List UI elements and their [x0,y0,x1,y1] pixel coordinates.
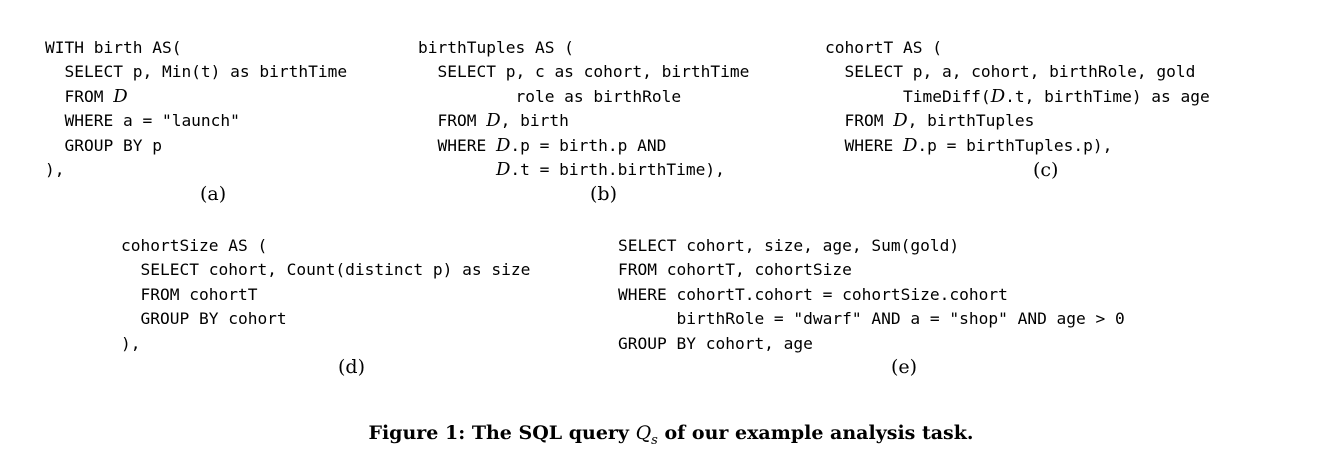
code-line: D.t = birth.birthTime), [418,158,749,182]
caption-prefix: Figure 1: The SQL query [368,422,636,444]
sql-panel-b: birthTuples AS ( SELECT p, c as cohort, … [418,36,749,182]
sql-panel-d: cohortSize AS ( SELECT cohort, Count(dis… [121,234,530,356]
query-symbol-subscript: s [651,432,658,448]
caption-suffix: of our example analysis task. [657,422,974,444]
code-text: .p = birth.p AND [510,135,667,155]
code-line: SELECT p, Min(t) as birthTime [45,62,348,82]
code-text: .p = birthTuples.p), [917,135,1113,155]
code-line: cohortSize AS ( [121,236,268,255]
panel-label-e: (e) [891,356,918,378]
code-text: FROM [825,111,894,131]
code-line: role as birthRole [418,86,682,106]
code-line: WHERE D.p = birth.p AND [418,134,749,158]
sql-panel-c: cohortT AS ( SELECT p, a, cohort, birthR… [825,36,1210,158]
code-line: SELECT p, a, cohort, birthRole, gold [825,62,1196,82]
table-symbol: D [486,110,501,132]
code-line: FROM D, birthTuples [825,109,1210,133]
code-line: GROUP BY cohort [121,309,287,329]
panel-label-b: (b) [590,183,617,205]
code-line: FROM cohortT [121,284,258,304]
code-line: SELECT cohort, Count(distinct p) as size [121,260,531,280]
code-text [418,160,496,179]
code-text: TimeDiff( [825,86,991,106]
panel-label-a: (a) [200,183,227,205]
code-line: FROM D, birth [418,109,749,133]
code-line: GROUP BY p [45,135,162,155]
code-line: TimeDiff(D.t, birthTime) as age [825,85,1210,109]
code-line: ), [45,160,65,180]
table-symbol: D [495,134,511,156]
sql-panel-a: WITH birth AS( SELECT p, Min(t) as birth… [45,36,347,182]
figure-caption: Figure 1: The SQL query Qs of our exampl… [0,422,1342,448]
code-line: cohortT AS ( [825,38,942,57]
code-line: WHERE D.p = birthTuples.p), [825,134,1210,158]
code-line: ), [121,333,141,353]
code-text: , birthTuples [907,111,1035,131]
code-text: FROM [418,111,487,131]
table-symbol: D [495,159,511,181]
code-line: FROM D [45,85,347,109]
code-text: , birth [500,111,569,131]
code-line: WHERE cohortT.cohort = cohortSize.cohort [618,284,1008,304]
code-line: birthTuples AS ( [418,38,574,57]
code-text: FROM [45,86,114,106]
code-line: FROM cohortT, cohortSize [618,260,852,280]
query-symbol: Qs [635,422,658,448]
panel-label-d: (d) [338,356,365,378]
panel-label-c: (c) [1033,159,1059,181]
code-line: WITH birth AS( [45,38,182,57]
query-symbol-letter: Q [635,422,652,444]
sql-panel-e: SELECT cohort, size, age, Sum(gold) FROM… [618,234,1125,356]
code-line: WHERE a = "launch" [45,111,240,131]
table-symbol: D [902,134,918,156]
table-symbol: D [113,85,128,107]
code-line: birthRole = "dwarf" AND a = "shop" AND a… [618,309,1125,329]
code-text: .t, birthTime) as age [1005,86,1210,106]
table-symbol: D [893,110,908,132]
code-line: SELECT p, c as cohort, birthTime [418,62,750,82]
code-text: WHERE [825,135,903,155]
code-line: GROUP BY cohort, age [618,333,813,353]
code-line: SELECT cohort, size, age, Sum(gold) [618,236,960,255]
table-symbol: D [990,85,1006,107]
code-text: .t = birth.birthTime), [510,160,725,180]
code-text: WHERE [418,135,496,155]
